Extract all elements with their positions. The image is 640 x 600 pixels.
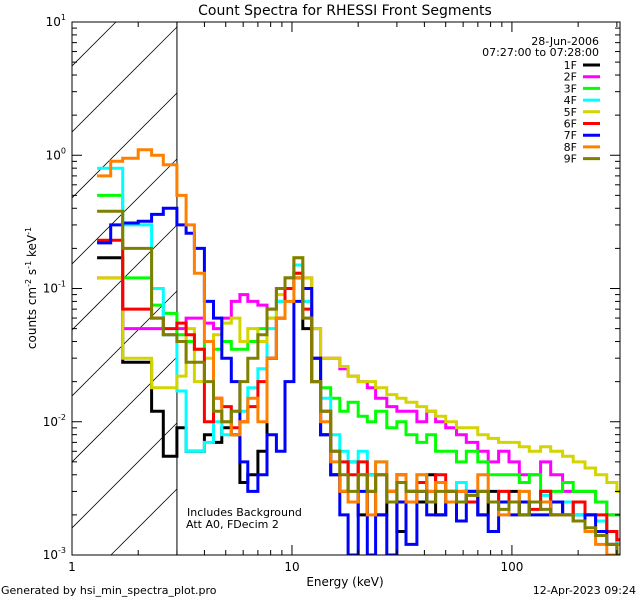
legend-label-6F: 6F bbox=[564, 118, 577, 131]
series-9F bbox=[97, 209, 620, 555]
x-tick-label: 100 bbox=[500, 560, 523, 574]
legend-label-8F: 8F bbox=[564, 141, 577, 154]
date-label: 28-Jun-2006 bbox=[531, 35, 599, 48]
annotation-background: Includes Background bbox=[187, 506, 302, 519]
hatch-line bbox=[71, 356, 178, 463]
annotation-attenuator: Att A0, FDecim 2 bbox=[186, 518, 279, 531]
hatch-line bbox=[110, 488, 178, 556]
hatch-line bbox=[71, 290, 178, 397]
y-tick-label: 100 bbox=[46, 146, 66, 162]
chart-title: Count Spectra for RHESSI Front Segments bbox=[198, 3, 492, 19]
footer-timestamp: 12-Apr-2023 09:24 bbox=[533, 584, 636, 597]
footer-generated-by: Generated by hsi_min_spectra_plot.pro bbox=[1, 584, 217, 597]
hatch-line bbox=[71, 92, 178, 199]
legend-label-5F: 5F bbox=[564, 106, 577, 119]
hatch-line bbox=[71, 422, 178, 529]
y-tick-label: 10-1 bbox=[43, 280, 66, 296]
legend-label-2F: 2F bbox=[564, 71, 577, 84]
y-tick-label: 10-3 bbox=[43, 546, 66, 562]
time-range-label: 07:27:00 to 07:28:00 bbox=[482, 46, 599, 59]
legend-label-4F: 4F bbox=[564, 94, 577, 107]
legend-label-7F: 7F bbox=[564, 129, 577, 142]
y-axis-label: counts cm-2 s-1 keV-1 bbox=[24, 227, 39, 349]
legend-label-1F: 1F bbox=[564, 59, 577, 72]
hatch-line bbox=[71, 21, 117, 67]
x-tick-label: 10 bbox=[284, 560, 299, 574]
y-tick-label: 101 bbox=[46, 13, 66, 29]
x-axis-label: Energy (keV) bbox=[306, 575, 383, 589]
legend-label-3F: 3F bbox=[564, 82, 577, 95]
legend-label-9F: 9F bbox=[564, 153, 577, 166]
series-8F bbox=[97, 148, 620, 555]
y-tick-label: 10-2 bbox=[43, 413, 66, 429]
series-3F bbox=[97, 193, 620, 517]
x-tick-label: 1 bbox=[68, 560, 76, 574]
hatch-line bbox=[71, 158, 178, 265]
hatch-line bbox=[71, 26, 178, 133]
